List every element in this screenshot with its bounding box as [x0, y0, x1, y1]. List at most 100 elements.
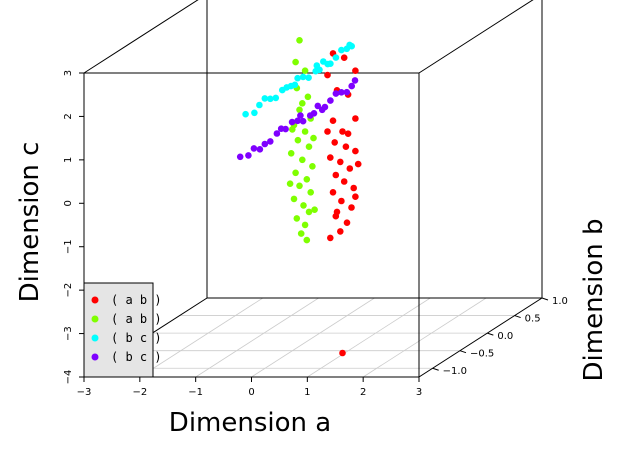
- data-point-series-4: [250, 145, 258, 152]
- data-point-series-4: [348, 82, 356, 90]
- z-tick-label: 0: [63, 200, 74, 206]
- data-point-series-2: [286, 180, 294, 187]
- floor-grid-line-x: [195, 297, 319, 378]
- data-point-series-3: [338, 46, 345, 54]
- data-point-series-4: [351, 77, 359, 84]
- data-point-series-1: [327, 234, 334, 242]
- data-point-series-2: [304, 93, 312, 101]
- data-point-series-2: [311, 206, 318, 213]
- data-point-series-1: [350, 184, 358, 192]
- data-point-series-4: [261, 140, 269, 148]
- data-point-series-2: [292, 58, 299, 66]
- data-point-series-4: [267, 138, 274, 145]
- data-point-series-1: [324, 128, 331, 135]
- data-point-series-3: [291, 81, 299, 89]
- box-edge: [418, 297, 543, 378]
- data-point-series-2: [297, 230, 305, 237]
- data-point-series-4: [294, 117, 301, 125]
- data-point-series-4: [277, 125, 285, 132]
- x-tick-label: 3: [416, 387, 422, 398]
- data-point-series-1: [329, 189, 337, 196]
- data-point-series-3: [305, 74, 312, 81]
- data-point-series-2: [301, 221, 309, 229]
- legend-label-1: ( a b ): [111, 293, 162, 307]
- z-tick-label: 3: [63, 70, 74, 76]
- data-point-series-1: [337, 158, 344, 166]
- data-point-series-1: [340, 178, 348, 185]
- data-point-series-3: [256, 101, 263, 109]
- floor-grid-line-x: [307, 297, 431, 378]
- data-point-series-4: [245, 152, 252, 159]
- data-point-series-2: [296, 37, 303, 44]
- data-point-series-2: [305, 208, 313, 216]
- z-tick-label: −2: [63, 283, 74, 298]
- data-point-series-4: [338, 89, 345, 96]
- data-point-series-1: [352, 67, 359, 74]
- legend-label-3: ( b c ): [111, 331, 162, 345]
- y-tick-label: 0.0: [497, 331, 513, 342]
- data-point-series-1: [354, 160, 362, 168]
- data-point-series-3: [313, 62, 321, 69]
- y-tick-label: 0.5: [525, 314, 541, 325]
- data-point-series-2: [300, 202, 307, 209]
- data-point-series-1: [340, 54, 348, 61]
- legend: ( a b ) ( a b ) ( b c ) ( b c ): [83, 282, 162, 378]
- floor-grid-line-x: [362, 297, 487, 378]
- data-point-series-2: [301, 128, 309, 135]
- z-axis-title: Dimension c: [15, 142, 45, 303]
- y-tick-mark: [459, 350, 467, 354]
- x-tick-label: −3: [77, 387, 92, 398]
- data-point-series-4: [297, 112, 304, 119]
- y-tick-mark: [514, 315, 521, 319]
- data-points: [236, 37, 362, 357]
- data-point-series-1: [339, 349, 346, 357]
- data-point-series-2: [309, 163, 316, 170]
- legend-marker-2: [91, 315, 99, 323]
- data-point-series-3: [283, 84, 291, 91]
- z-tick-label: −1: [63, 239, 74, 254]
- data-point-series-3: [272, 94, 280, 102]
- data-point-series-4: [273, 130, 281, 137]
- data-point-series-1: [333, 208, 341, 216]
- data-point-series-2: [303, 236, 311, 244]
- box-edge: [83, 0, 199, 74]
- data-point-series-2: [290, 195, 298, 203]
- data-point-series-1: [346, 165, 354, 172]
- data-point-series-1: [352, 193, 359, 200]
- data-point-series-3: [299, 73, 307, 81]
- data-point-series-3: [324, 60, 332, 68]
- data-point-series-3: [332, 54, 340, 61]
- data-point-series-1: [352, 115, 359, 122]
- y-tick-mark: [487, 332, 494, 336]
- y-axis-title: Dimension b: [579, 219, 609, 382]
- data-point-series-1: [324, 71, 331, 79]
- data-point-series-3: [251, 109, 258, 117]
- data-point-series-1: [332, 171, 340, 179]
- data-point-series-2: [293, 215, 301, 222]
- data-point-series-4: [343, 88, 351, 96]
- data-point-series-1: [337, 228, 344, 235]
- box-edge: [418, 0, 534, 74]
- data-point-series-2: [296, 106, 303, 114]
- data-point-series-1: [343, 219, 351, 226]
- data-point-series-1: [327, 154, 334, 161]
- data-point-series-1: [329, 117, 337, 124]
- data-point-series-2: [307, 189, 315, 196]
- data-point-series-2: [299, 156, 306, 164]
- data-point-series-2: [310, 134, 317, 142]
- x-tick-label: −1: [188, 387, 203, 398]
- data-point-series-4: [299, 117, 307, 125]
- data-point-series-2: [305, 143, 313, 150]
- x-tick-label: 2: [360, 387, 366, 398]
- legend-marker-3: [91, 334, 99, 342]
- x-tick-label: 1: [304, 387, 310, 398]
- z-tick-label: −3: [63, 326, 74, 341]
- y-tick-mark: [541, 297, 549, 301]
- data-point-series-2: [299, 100, 306, 107]
- data-point-series-3: [294, 74, 301, 82]
- data-point-series-4: [314, 102, 322, 110]
- legend-label-2: ( a b ): [111, 312, 162, 326]
- data-point-series-3: [261, 95, 269, 102]
